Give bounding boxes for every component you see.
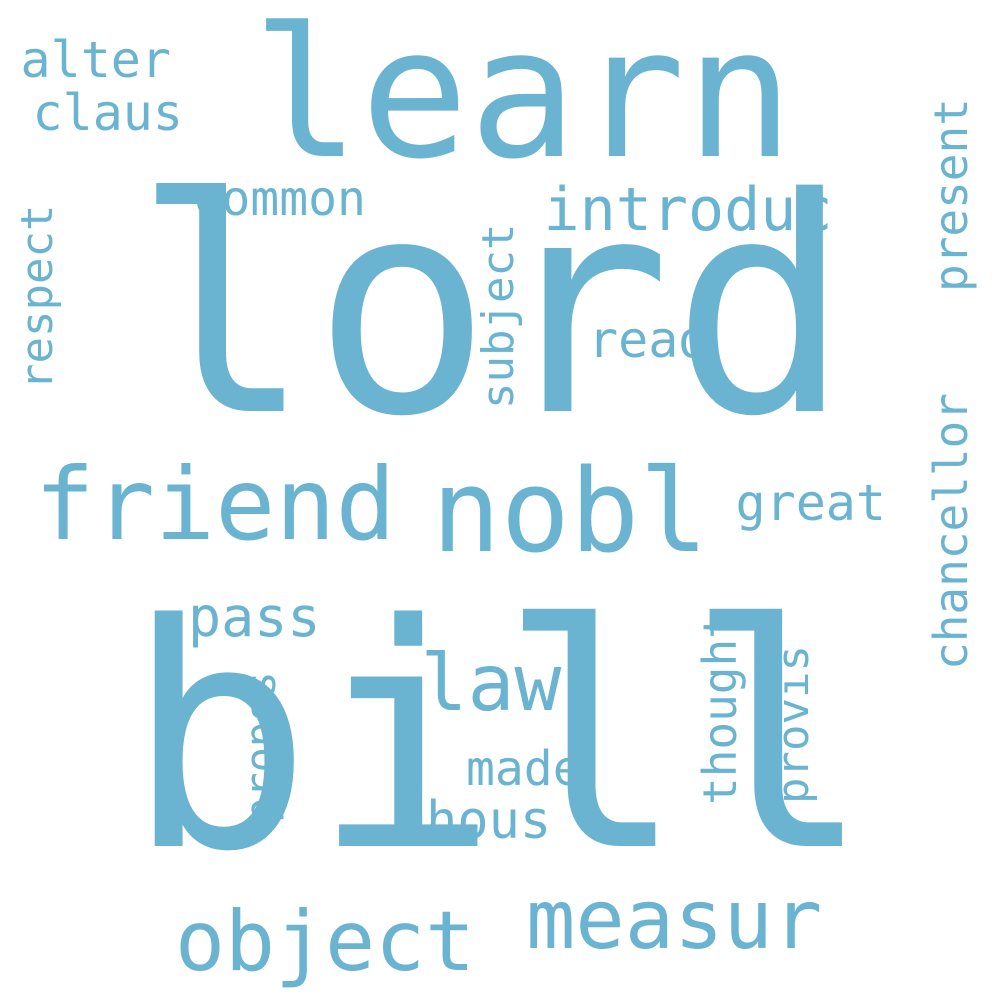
word-claus: claus bbox=[32, 84, 184, 142]
word-lord: lord bbox=[133, 135, 851, 482]
word-thought: thought bbox=[693, 610, 747, 805]
word-made: made bbox=[466, 741, 582, 797]
word-present: present bbox=[924, 98, 978, 292]
word-respect: respect bbox=[12, 204, 63, 390]
word-bill: bill bbox=[125, 559, 873, 920]
word-chancellor: chancellor bbox=[924, 392, 978, 670]
word-read: read bbox=[588, 311, 709, 369]
word-learn: learn bbox=[252, 0, 794, 199]
word-friend: friend bbox=[34, 446, 396, 563]
word-provis: provis bbox=[768, 644, 819, 804]
word-measur: measur bbox=[526, 873, 823, 968]
word-pass: pass bbox=[188, 585, 321, 649]
word-hous: hous bbox=[426, 791, 552, 851]
word-object: object bbox=[175, 892, 476, 990]
word-propos: propos bbox=[236, 671, 285, 823]
word-common: common bbox=[192, 171, 366, 227]
word-great: great bbox=[735, 474, 887, 532]
word-law: law bbox=[420, 639, 562, 729]
word-alter: alter bbox=[20, 31, 172, 89]
word-introduc: introduc bbox=[543, 175, 833, 245]
word-subject: subject bbox=[473, 223, 524, 409]
word-nobl: nobl bbox=[431, 445, 709, 579]
